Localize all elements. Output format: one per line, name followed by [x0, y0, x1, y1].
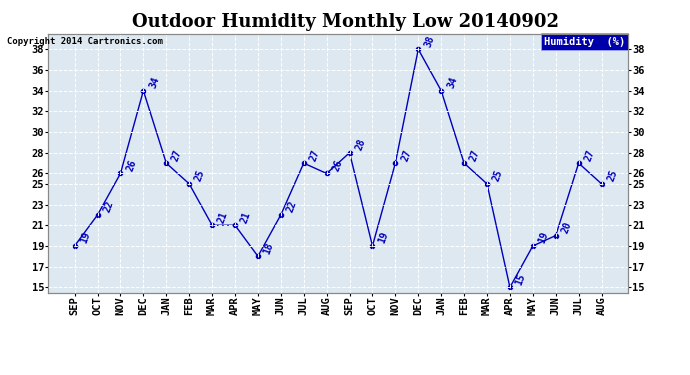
Text: 26: 26	[331, 158, 344, 173]
Text: 27: 27	[308, 148, 322, 162]
Text: 19: 19	[537, 231, 551, 245]
Text: 28: 28	[354, 138, 367, 152]
Text: 38: 38	[422, 34, 436, 48]
Text: 25: 25	[606, 169, 619, 183]
Text: Copyright 2014 Cartronics.com: Copyright 2014 Cartronics.com	[7, 38, 163, 46]
Text: 15: 15	[514, 272, 527, 286]
Text: 25: 25	[491, 169, 504, 183]
Text: 27: 27	[469, 148, 482, 162]
Text: 26: 26	[125, 158, 138, 173]
Text: 19: 19	[79, 231, 92, 245]
Text: Humidity  (%): Humidity (%)	[544, 36, 625, 46]
Text: 34: 34	[445, 75, 459, 90]
Text: 20: 20	[560, 220, 573, 235]
Text: 22: 22	[101, 200, 115, 214]
Text: 25: 25	[193, 169, 207, 183]
Text: 22: 22	[285, 200, 298, 214]
Text: 27: 27	[170, 148, 184, 162]
Text: Outdoor Humidity Monthly Low 20140902: Outdoor Humidity Monthly Low 20140902	[132, 13, 558, 31]
Text: 34: 34	[148, 75, 161, 90]
Text: 18: 18	[262, 241, 275, 255]
Text: 27: 27	[583, 148, 596, 162]
Text: 19: 19	[377, 231, 390, 245]
Text: 21: 21	[216, 210, 230, 225]
Text: 21: 21	[239, 210, 253, 225]
Text: 27: 27	[400, 148, 413, 162]
